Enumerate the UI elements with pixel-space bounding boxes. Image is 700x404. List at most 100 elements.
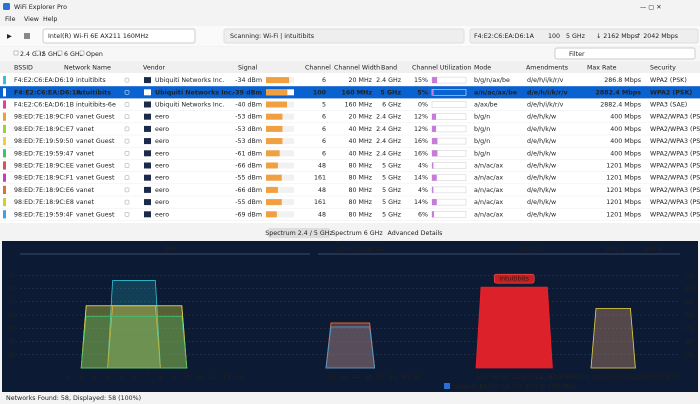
column-header[interactable]: Band	[381, 65, 397, 72]
selected-row	[0, 86, 700, 99]
cell: WPA2/WPA3 (PSK/SAE)	[650, 211, 700, 218]
cell: 98:ED:7E:18:9C:EE	[14, 163, 74, 170]
cell: 98:ED:7E:18:9C:F1	[14, 175, 73, 182]
adapter-select[interactable]	[42, 28, 196, 44]
cell: 2.4 GHz	[376, 126, 402, 133]
cell: -53 dBm	[235, 114, 262, 121]
search-placeholder: Filter	[569, 51, 585, 58]
cell: F4:E2:C6:EA:D6:19	[14, 77, 74, 84]
active-tab[interactable]	[268, 228, 330, 238]
vendor-icon	[144, 125, 151, 132]
vendor-icon	[144, 150, 151, 157]
cell: d/e/h/k/w	[527, 114, 556, 121]
tab[interactable]: Spectrum 2.4 / 5 GHz	[265, 230, 333, 237]
cell: a/n/ac/ax	[474, 211, 503, 218]
vendor-icon	[144, 89, 151, 96]
x-tick-label: 3	[92, 374, 96, 381]
column-header[interactable]: Mode	[474, 65, 491, 72]
utilization-track	[431, 174, 467, 181]
y-tick-label: -50	[7, 299, 17, 306]
lock-icon	[124, 126, 130, 132]
column-header[interactable]: Channel Width	[334, 65, 380, 72]
cell: Ubiquiti Networks Inc.	[155, 77, 224, 84]
row-color	[3, 124, 6, 133]
utilization-track	[431, 162, 467, 169]
play-button[interactable]: ▶	[7, 33, 12, 40]
connection-box	[469, 28, 699, 44]
cell: a/ax/be	[474, 102, 498, 109]
filter-checkbox[interactable]	[35, 50, 41, 56]
adapter-name: Intel(R) Wi-Fi 6E AX211 160MHz	[48, 33, 149, 40]
cell: 5%	[417, 89, 428, 96]
cell: F4:E2:C6:EA:D6:1A	[14, 89, 81, 96]
search-box[interactable]	[554, 47, 696, 60]
column-header[interactable]: Network Name	[64, 65, 111, 72]
signal-bar	[266, 113, 283, 120]
cell: 2.4 GHz	[376, 114, 402, 121]
utilization-track	[431, 113, 467, 120]
cell: 80 MHz	[349, 175, 373, 182]
cell: -53 dBm	[235, 126, 262, 133]
filter-label[interactable]: Open	[86, 51, 103, 58]
cell: WPA2/WPA3 (PSK/SAE)	[650, 138, 700, 145]
window-controls[interactable]: — ▢ ✕	[640, 4, 662, 11]
column-header[interactable]: Max Rate	[587, 65, 617, 72]
cell: a/n/ac/ax/be	[474, 89, 517, 96]
vendor-icon	[144, 162, 151, 169]
cell: 5	[322, 102, 326, 109]
column-header[interactable]: Signal	[238, 65, 258, 72]
cell: WPA2/WPA3 (PSK/SAE)	[650, 187, 700, 194]
filter-checkbox[interactable]	[57, 50, 63, 56]
menu-item[interactable]: File	[5, 16, 16, 23]
y-tick-label: -90	[7, 352, 17, 359]
connection-channel: 100	[548, 33, 560, 40]
cell: 48	[318, 211, 326, 218]
column-header[interactable]: Channel Utilization	[412, 65, 471, 72]
cell: 161	[314, 199, 326, 206]
menu-item[interactable]: Help	[43, 16, 57, 23]
band-label: UNII-2A	[360, 246, 384, 253]
cell: 40 MHz	[349, 138, 373, 145]
column-header[interactable]: Security	[650, 65, 676, 72]
x-tick-label: 48	[365, 374, 373, 381]
x-tick-label: 9	[172, 374, 176, 381]
tab[interactable]: Advanced Details	[388, 230, 443, 237]
cell: 286.8 Mbps	[604, 77, 641, 84]
x-tick-label: 40	[340, 374, 348, 381]
y-tick-label: -60	[683, 312, 693, 319]
cell: -66 dBm	[235, 187, 262, 194]
cell: WPA2/WPA3 (PSK/SAE)	[650, 199, 700, 206]
connection-rx: ↓ 2162 Mbps	[596, 33, 638, 40]
cell: d/e/h/k/w	[527, 150, 556, 157]
filter-label[interactable]: 5 GHz	[42, 51, 62, 58]
x-tick-label: 132	[550, 374, 562, 381]
column-header[interactable]: Amendments	[526, 65, 568, 72]
column-header[interactable]: BSSID	[14, 65, 33, 72]
signal-bar	[266, 174, 282, 181]
column-header[interactable]: Channel	[305, 65, 331, 72]
vendor-icon	[144, 211, 151, 218]
stop-button[interactable]	[24, 33, 30, 39]
row-color	[3, 112, 6, 121]
filter-label[interactable]: 2.4 GHz	[20, 51, 46, 58]
x-tick-label: 140	[568, 374, 580, 381]
x-tick-label: 10	[183, 374, 191, 381]
utilization-track	[431, 198, 467, 206]
x-tick-label: 144	[577, 374, 589, 381]
filter-checkbox[interactable]	[13, 50, 19, 56]
x-tick-label: 7	[145, 374, 149, 381]
status-text: Networks Found: 58, Displayed: 58 (100%)	[6, 395, 141, 402]
cell: WPA2/WPA3 (PSK/SAE)	[650, 126, 700, 133]
column-header[interactable]: Vendor	[143, 65, 166, 72]
cell: 80 MHz	[349, 163, 373, 170]
lock-icon	[124, 77, 130, 83]
cell: eero	[155, 211, 169, 218]
menu-item[interactable]: View	[24, 16, 39, 23]
filter-label[interactable]: 6 GHz	[64, 51, 84, 58]
cell: 1201 Mbps	[606, 199, 641, 206]
filter-checkbox[interactable]	[79, 50, 85, 56]
signal-bar	[266, 199, 282, 206]
y-tick-label: -50	[683, 299, 693, 306]
y-tick-label: -90	[683, 352, 693, 359]
tab[interactable]: Spectrum 6 GHz	[331, 230, 383, 237]
